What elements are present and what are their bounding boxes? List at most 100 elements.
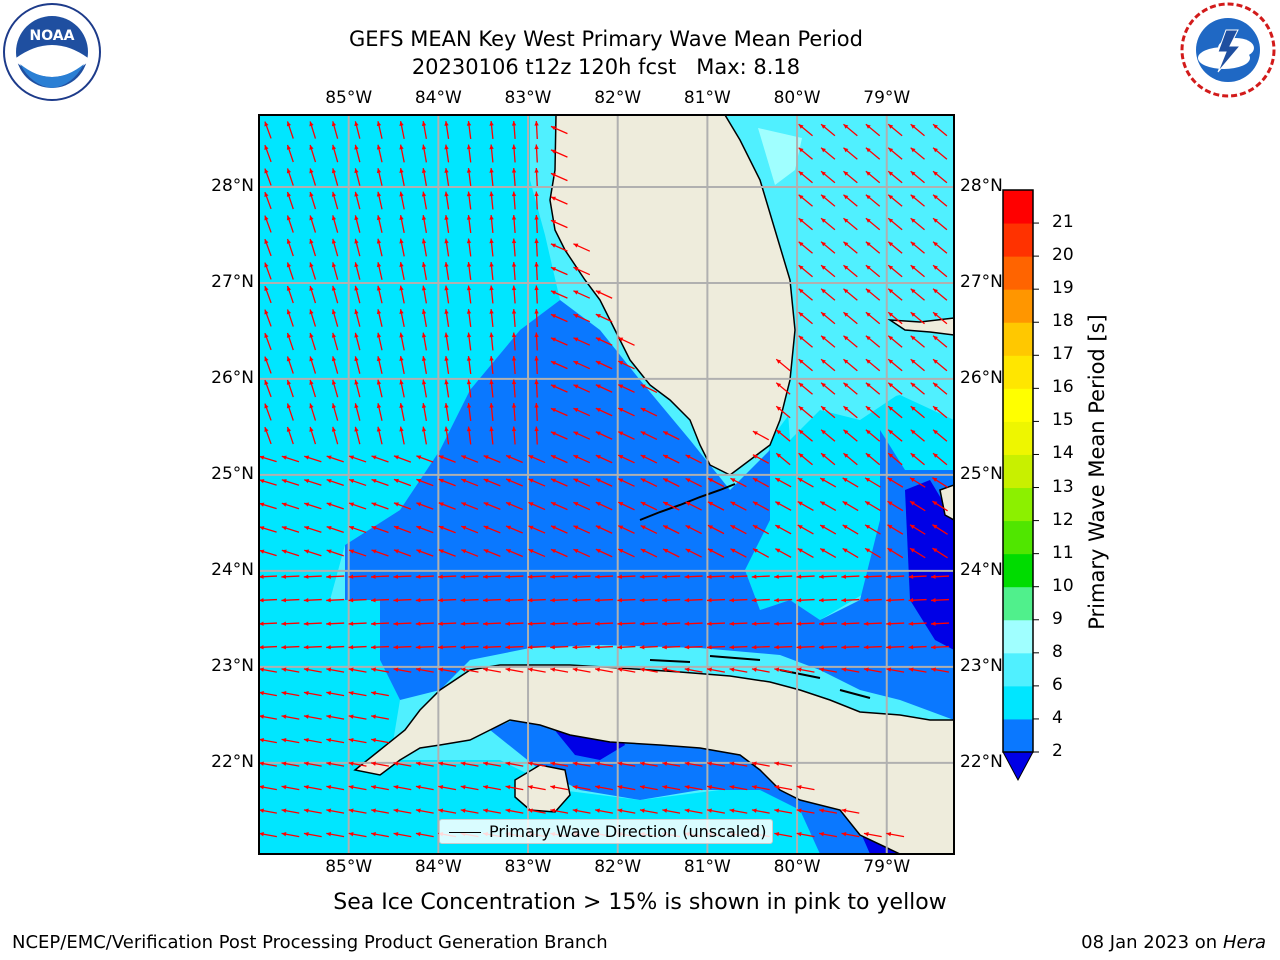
wave-arrow — [865, 335, 881, 348]
wave-arrow — [843, 405, 858, 419]
wave-arrow — [281, 714, 300, 720]
wave-arrow — [908, 645, 927, 650]
wave-arrow — [331, 144, 339, 163]
wave-arrow — [438, 785, 457, 791]
wave-arrow — [886, 667, 905, 673]
wave-arrow — [438, 598, 457, 603]
wave-arrow — [259, 667, 277, 673]
wave-arrow — [886, 574, 905, 579]
wave-arrow — [930, 574, 950, 579]
wave-arrow — [595, 384, 613, 393]
wave-arrow — [376, 356, 383, 374]
wave-arrow — [932, 429, 948, 442]
lon-tick-label-bottom: 85°W — [325, 857, 373, 877]
wave-arrow — [595, 431, 613, 440]
wave-arrow — [534, 402, 539, 422]
wave-arrow — [399, 191, 405, 210]
wave-arrow — [887, 147, 903, 160]
colorbar-segment — [1003, 388, 1033, 422]
colorbar-tick-label: 16 — [1052, 377, 1074, 398]
wave-arrow — [820, 311, 836, 325]
wave-arrow — [751, 785, 770, 791]
colorbar-segment — [1003, 586, 1033, 621]
wave-arrow — [798, 264, 813, 278]
wave-arrow — [438, 574, 457, 579]
wave-arrow — [348, 808, 367, 814]
wave-arrow — [393, 621, 412, 626]
colorbar-segment — [1003, 652, 1033, 687]
wave-arrow — [511, 214, 517, 234]
wave-arrow — [887, 382, 903, 395]
wave-arrow — [354, 403, 361, 421]
wave-arrow — [573, 454, 591, 464]
wave-arrow — [887, 477, 904, 488]
wave-arrow — [863, 832, 882, 838]
wave-arrow — [550, 548, 568, 558]
lon-tick-label-bottom: 83°W — [504, 857, 552, 877]
wave-arrow — [572, 598, 591, 603]
wave-arrow — [819, 832, 837, 838]
wave-arrow — [264, 191, 272, 210]
wave-arrow — [684, 621, 703, 626]
colorbar-tick-label: 21 — [1052, 212, 1074, 233]
colorbar-segment — [1003, 520, 1033, 555]
wave-arrow — [326, 455, 344, 463]
wave-arrow — [865, 217, 881, 231]
wave-arrow — [865, 358, 881, 372]
wave-arrow — [865, 405, 881, 419]
wave-arrow — [505, 667, 524, 673]
wave-arrow — [550, 808, 569, 814]
wave-arrow — [511, 332, 517, 351]
wave-arrow — [662, 621, 681, 626]
wave-arrow — [798, 358, 813, 372]
wave-arrow — [489, 426, 494, 445]
wave-arrow — [864, 500, 881, 512]
wave-arrow — [264, 121, 272, 139]
wave-arrow — [415, 832, 434, 838]
ocean-period-6-8-atlantic — [780, 130, 954, 440]
wave-arrow — [775, 452, 791, 466]
wave-arrow — [421, 144, 428, 163]
colorbar-segment — [1003, 322, 1033, 356]
wave-arrow — [820, 288, 836, 301]
wave-arrow — [842, 477, 859, 488]
wave-arrow — [706, 574, 726, 579]
wave-arrow — [326, 785, 345, 791]
colorbar-frame — [1002, 189, 1034, 753]
wave-arrow — [489, 144, 494, 163]
wave-arrow — [331, 238, 339, 257]
wave-arrow — [331, 191, 339, 210]
wave-arrow — [281, 526, 300, 533]
wave-arrow — [595, 454, 613, 464]
wave-arrow — [774, 645, 793, 650]
wave-arrow — [376, 262, 383, 280]
wave-arrow — [797, 548, 814, 558]
wave-arrow — [910, 147, 925, 160]
wave-arrow — [264, 356, 272, 374]
wave-arrow — [751, 621, 770, 626]
lon-tick-label-top: 81°W — [683, 88, 731, 108]
sea-ice-note: Sea Ice Concentration > 15% is shown in … — [333, 890, 947, 915]
lon-tick-label-top: 84°W — [414, 88, 462, 108]
colorbar-segment — [1003, 190, 1033, 224]
wave-arrow — [818, 574, 838, 579]
wave-arrow — [932, 335, 948, 348]
wave-arrow — [348, 761, 367, 767]
wave-arrow — [489, 120, 494, 140]
wave-arrow — [843, 264, 858, 278]
wave-arrow — [354, 426, 361, 445]
wave-arrow — [421, 309, 428, 327]
wave-arrow — [505, 454, 523, 464]
wave-arrow — [259, 761, 277, 767]
wave-arrow — [354, 215, 361, 233]
wave-arrow — [438, 667, 457, 673]
wave-arrow — [707, 524, 725, 535]
wave-arrow — [886, 832, 905, 838]
wave-arrow — [371, 714, 389, 720]
wave-arrow — [304, 455, 322, 463]
wave-arrow — [393, 455, 412, 463]
wave-arrow — [421, 379, 428, 398]
wave-arrow — [550, 196, 568, 205]
wave-arrow — [887, 123, 903, 137]
wave-arrow — [264, 379, 272, 398]
